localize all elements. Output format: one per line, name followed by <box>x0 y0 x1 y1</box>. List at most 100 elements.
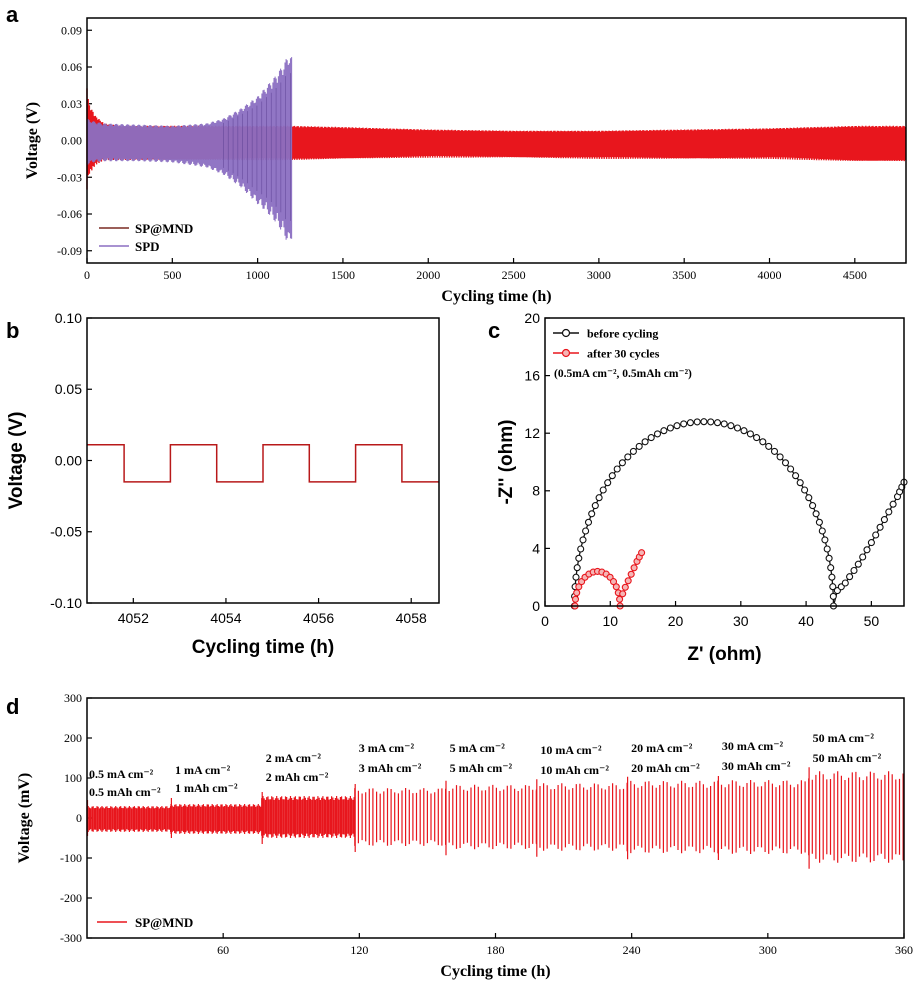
point-after-30-cycles <box>638 549 646 557</box>
annotation-areal-capacity: 20 mAh cm⁻² <box>631 761 700 775</box>
y-tick-label: 16 <box>524 368 540 384</box>
point-before-cycling <box>850 566 858 575</box>
y-tick-label: 0.05 <box>55 381 82 397</box>
point-after-30-cycles <box>609 578 618 586</box>
y-tick-label: 200 <box>64 731 82 745</box>
x-tick-label: 1500 <box>331 268 355 282</box>
point-before-cycling <box>733 424 742 432</box>
point-before-cycling <box>841 579 849 587</box>
x-tick-label: 4056 <box>303 610 334 626</box>
point-before-cycling <box>876 523 884 531</box>
point-before-cycling <box>812 510 820 518</box>
annotation-areal-capacity: 0.5 mAh cm⁻² <box>89 785 161 799</box>
point-before-cycling <box>880 516 888 524</box>
x-tick-label: 180 <box>487 943 505 957</box>
point-before-cycling <box>647 434 655 442</box>
y-tick-label: 0.10 <box>55 310 82 326</box>
y-tick-label: -200 <box>60 891 82 905</box>
legend-label-sp-mnd: SP@MND <box>135 221 193 236</box>
annotation-areal-capacity: 2 mAh cm⁻² <box>266 770 329 784</box>
point-before-cycling <box>618 459 626 467</box>
annotation-current-density: 10 mA cm⁻² <box>540 743 602 757</box>
point-before-cycling <box>770 447 779 455</box>
point-before-cycling <box>635 442 643 450</box>
point-before-cycling <box>872 531 880 539</box>
point-before-cycling <box>889 500 897 508</box>
point-before-cycling <box>660 427 668 435</box>
series-spd-trace <box>86 57 293 240</box>
y-axis-label: -Z'' (ohm) <box>496 419 517 504</box>
x-tick-label: 4500 <box>843 268 867 282</box>
point-before-cycling <box>641 438 649 446</box>
y-tick-label: 0 <box>532 598 540 614</box>
point-before-cycling <box>796 479 804 487</box>
y-tick-label: 0.06 <box>61 60 82 74</box>
annotation-current-density: 0.5 mA cm⁻² <box>89 767 154 781</box>
x-tick-label: 240 <box>623 943 641 957</box>
legend-marker <box>561 328 571 338</box>
annotation-current-density: 50 mA cm⁻² <box>813 731 875 745</box>
point-before-cycling <box>573 564 581 572</box>
y-tick-label: 0.03 <box>61 97 82 111</box>
y-tick-label: -100 <box>60 851 82 865</box>
x-tick-label: 500 <box>163 268 181 282</box>
point-before-cycling <box>575 554 583 562</box>
point-before-cycling <box>854 560 862 568</box>
point-before-cycling <box>821 536 829 544</box>
annotation-current-density: 20 mA cm⁻² <box>631 741 693 755</box>
y-tick-label: 100 <box>64 771 82 785</box>
y-tick-label: 4 <box>532 540 540 556</box>
x-tick-label: 1000 <box>246 268 270 282</box>
point-before-cycling <box>823 545 831 553</box>
annotation-current-density: 3 mA cm⁻² <box>359 741 415 755</box>
annotation-current-density: 30 mA cm⁻² <box>722 739 784 753</box>
x-axis-label: Cycling time (h) <box>441 288 551 305</box>
x-tick-label: 4054 <box>210 610 241 626</box>
panel-label-d: d <box>6 694 19 719</box>
point-before-cycling <box>588 510 596 518</box>
x-tick-label: 60 <box>217 943 229 957</box>
point-before-cycling <box>846 573 854 581</box>
point-before-cycling <box>579 536 587 544</box>
point-before-cycling <box>792 472 800 480</box>
x-tick-label: 20 <box>668 613 684 629</box>
plot-frame <box>86 17 907 264</box>
point-before-cycling <box>787 465 795 473</box>
plot-frame <box>86 697 905 939</box>
annotation-current-density: 1 mA cm⁻² <box>175 763 231 777</box>
point-before-cycling <box>829 583 837 591</box>
y-tick-label: -0.09 <box>57 244 82 258</box>
x-tick-label: 360 <box>895 943 913 957</box>
annotation-current-density: 2 mA cm⁻² <box>266 751 322 765</box>
point-after-30-cycles <box>573 589 581 597</box>
y-tick-label: 8 <box>532 483 540 499</box>
point-before-cycling <box>693 418 701 426</box>
y-tick-label: -0.05 <box>50 524 82 540</box>
annotation-areal-capacity: 3 mAh cm⁻² <box>359 761 422 775</box>
point-before-cycling <box>713 419 722 427</box>
x-tick-label: 120 <box>350 943 368 957</box>
point-before-cycling <box>613 465 621 473</box>
series-spd-texture <box>223 73 291 221</box>
point-before-cycling <box>629 447 637 455</box>
point-before-cycling <box>720 420 728 428</box>
point-before-cycling <box>727 422 735 430</box>
series-sp-mnd-trace <box>87 444 439 483</box>
point-after-30-cycles <box>621 583 629 591</box>
panel-label-a: a <box>6 2 19 27</box>
x-tick-label: 30 <box>733 613 749 629</box>
point-after-30-cycles <box>624 577 632 585</box>
y-tick-label: -0.06 <box>57 207 82 221</box>
legend-label-spd: SPD <box>135 239 160 254</box>
point-before-cycling <box>829 592 837 600</box>
y-tick-label: 0.00 <box>55 452 82 468</box>
point-before-cycling <box>781 459 790 467</box>
y-tick-label: 300 <box>64 691 82 705</box>
point-before-cycling <box>825 554 833 562</box>
point-before-cycling <box>572 573 580 581</box>
point-before-cycling <box>828 573 836 581</box>
x-axis-label: Cycling time (h) <box>440 963 550 980</box>
y-tick-label: 0 <box>76 811 82 825</box>
x-tick-label: 4000 <box>758 268 782 282</box>
